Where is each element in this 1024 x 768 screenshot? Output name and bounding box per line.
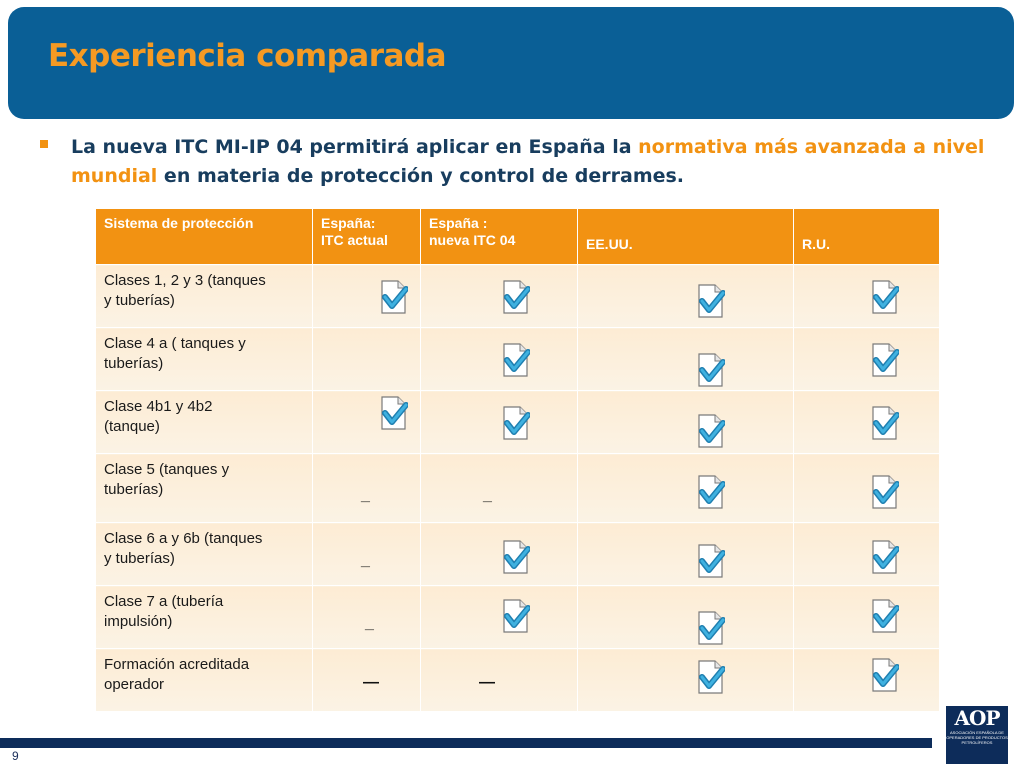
checked-document-icon: [503, 406, 530, 440]
table-cell: [577, 585, 794, 649]
row-label: Clase 4 a ( tanques y tuberías): [104, 335, 246, 372]
table-cell: [312, 264, 421, 328]
dash-mark: _: [483, 487, 492, 504]
table-cell: [793, 264, 940, 328]
row-label: Clase 6 a y 6b (tanques y tuberías): [104, 530, 263, 567]
table-cell: [793, 585, 940, 649]
table-row: Clase 4b1 y 4b2 (tanque): [95, 390, 940, 454]
footer-bar: [0, 738, 932, 748]
slide-title: Experiencia comparada: [48, 38, 447, 74]
title-banner: [8, 7, 1014, 119]
checked-document-icon: [503, 599, 530, 633]
checked-document-icon: [872, 658, 899, 692]
logo-mark: AOP: [954, 706, 1001, 730]
table-cell: _: [312, 522, 421, 586]
row-label: Clases 1, 2 y 3 (tanques y tuberías): [104, 272, 266, 309]
table-row: Clase 6 a y 6b (tanques y tuberías) _: [95, 522, 940, 586]
dash-mark: —: [363, 674, 379, 691]
page-number: 9: [12, 749, 19, 763]
row-label-cell: Clase 6 a y 6b (tanques y tuberías): [95, 522, 313, 586]
table-cell: [420, 264, 578, 328]
table-cell: [577, 327, 794, 391]
row-label-cell: Clase 4b1 y 4b2 (tanque): [95, 390, 313, 454]
header-sistema: Sistema de protección: [95, 208, 313, 265]
header-espana-itc-actual: España: ITC actual: [312, 208, 421, 265]
checked-document-icon: [698, 414, 725, 448]
checked-document-icon: [872, 280, 899, 314]
checked-document-icon: [381, 280, 408, 314]
table-cell: [420, 522, 578, 586]
table-cell: —: [312, 648, 421, 712]
comparison-table: Sistema de protección España: ITC actual…: [95, 208, 940, 712]
table-cell: [577, 453, 794, 523]
dash-mark: _: [365, 615, 374, 632]
table-header-row: Sistema de protección España: ITC actual…: [95, 208, 940, 265]
checked-document-icon: [872, 540, 899, 574]
checked-document-icon: [698, 544, 725, 578]
table-cell: _: [312, 585, 421, 649]
row-label-cell: Clases 1, 2 y 3 (tanques y tuberías): [95, 264, 313, 328]
table-row: Clase 7 a (tubería impulsión) _: [95, 585, 940, 649]
table-cell: _: [312, 453, 421, 523]
checked-document-icon: [503, 343, 530, 377]
header-ru: R.U.: [793, 208, 940, 265]
checked-document-icon: [872, 406, 899, 440]
row-label: Formación acreditada operador: [104, 656, 250, 693]
table-cell: _: [420, 453, 578, 523]
table-row: Clases 1, 2 y 3 (tanques y tuberías): [95, 264, 940, 328]
row-label-cell: Formación acreditada operador: [95, 648, 313, 712]
table-cell: [793, 453, 940, 523]
table-cell: [577, 264, 794, 328]
row-label-cell: Clase 7 a (tubería impulsión): [95, 585, 313, 649]
checked-document-icon: [872, 343, 899, 377]
checked-document-icon: [872, 475, 899, 509]
table-cell: [312, 390, 421, 454]
table-cell: [793, 390, 940, 454]
header-espana-nueva-itc: España : nueva ITC 04: [420, 208, 578, 265]
table-cell: [420, 327, 578, 391]
header-eeuu: EE.UU.: [577, 208, 794, 265]
table-row: Formación acreditada operador — —: [95, 648, 940, 712]
checked-document-icon: [503, 540, 530, 574]
table-cell: [577, 522, 794, 586]
checked-document-icon: [698, 353, 725, 387]
dash-mark: _: [361, 552, 370, 569]
dash-mark: —: [479, 674, 495, 691]
aop-logo: AOP ASOCIACIÓN ESPAÑOLA DE OPERADORES DE…: [946, 706, 1008, 764]
table-cell: [420, 390, 578, 454]
checked-document-icon: [698, 611, 725, 645]
table-cell: [577, 390, 794, 454]
table-cell: [793, 327, 940, 391]
table-cell: [793, 648, 940, 712]
table-row: Clase 5 (tanques y tuberías) _ _: [95, 453, 940, 523]
table-cell: [420, 585, 578, 649]
dash-mark: _: [361, 487, 370, 504]
checked-document-icon: [698, 284, 725, 318]
checked-document-icon: [698, 660, 725, 694]
logo-text: ASOCIACIÓN ESPAÑOLA DE OPERADORES DE PRO…: [946, 730, 1008, 745]
bullet-text-highlight: normativa más avanzada a nivel mundial: [71, 136, 985, 187]
checked-document-icon: [381, 396, 408, 430]
bullet-text-part2: en materia de protección y control de de…: [157, 165, 685, 187]
checked-document-icon: [872, 599, 899, 633]
checked-document-icon: [698, 475, 725, 509]
table-cell: [577, 648, 794, 712]
table-row: Clase 4 a ( tanques y tuberías): [95, 327, 940, 391]
table-cell: [793, 522, 940, 586]
row-label-cell: Clase 5 (tanques y tuberías): [95, 453, 313, 523]
table-cell: —: [420, 648, 578, 712]
table-cell: [312, 327, 421, 391]
bullet-text: La nueva ITC MI-IP 04 permitirá aplicar …: [71, 133, 991, 191]
checked-document-icon: [503, 280, 530, 314]
row-label: Clase 5 (tanques y tuberías): [104, 461, 230, 498]
row-label: Clase 7 a (tubería impulsión): [104, 593, 224, 630]
row-label-cell: Clase 4 a ( tanques y tuberías): [95, 327, 313, 391]
bullet-text-part1: La nueva ITC MI-IP 04 permitirá aplicar …: [71, 136, 639, 158]
bullet-marker: [40, 140, 48, 148]
row-label: Clase 4b1 y 4b2 (tanque): [104, 398, 213, 435]
